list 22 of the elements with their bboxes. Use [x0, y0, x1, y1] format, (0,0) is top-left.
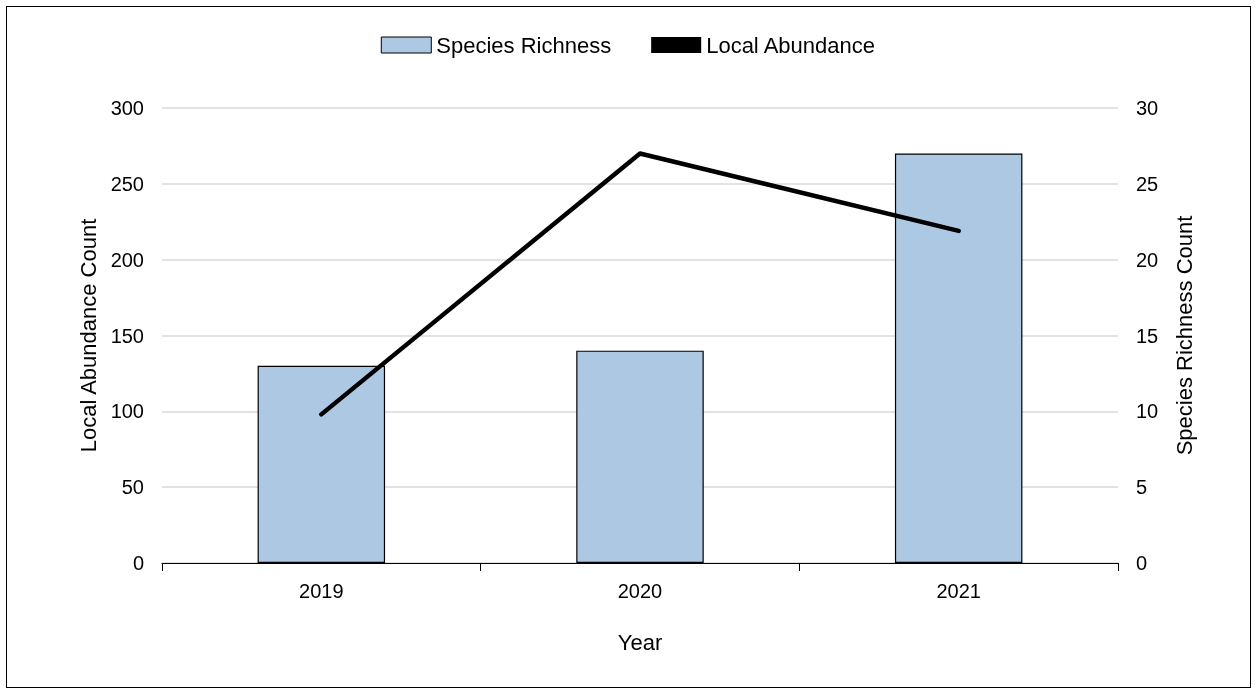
y-tick-label: 50 [121, 476, 144, 499]
y-tick-label: 150 [110, 324, 144, 347]
y2-tick-label: 20 [1136, 248, 1159, 271]
legend-label: Species Richness [436, 32, 612, 58]
x-tick-label: 2020 [617, 580, 663, 602]
x-tick-label: 2019 [299, 580, 344, 602]
y-tick-label: 250 [110, 172, 144, 195]
x-axis-title: Year [617, 629, 663, 655]
y2-tick-label: 0 [1136, 552, 1148, 574]
y2-tick-label: 30 [1136, 97, 1159, 119]
y-tick-label: 100 [110, 400, 144, 423]
y2-tick-label: 5 [1136, 476, 1148, 499]
y-axis-title: Local Abundance Count [76, 218, 102, 453]
y2-tick-label: 15 [1136, 324, 1159, 347]
y2-tick-label: 10 [1136, 400, 1159, 423]
y2-tick-label: 25 [1136, 172, 1159, 195]
y-tick-label: 200 [110, 248, 144, 271]
y2-axis-title: Species Richness Count [1171, 215, 1197, 456]
legend-label: Local Abundance [706, 32, 875, 58]
y-tick-label: 0 [132, 552, 144, 574]
y-tick-label: 300 [110, 97, 144, 119]
x-tick-label: 2021 [936, 580, 981, 602]
